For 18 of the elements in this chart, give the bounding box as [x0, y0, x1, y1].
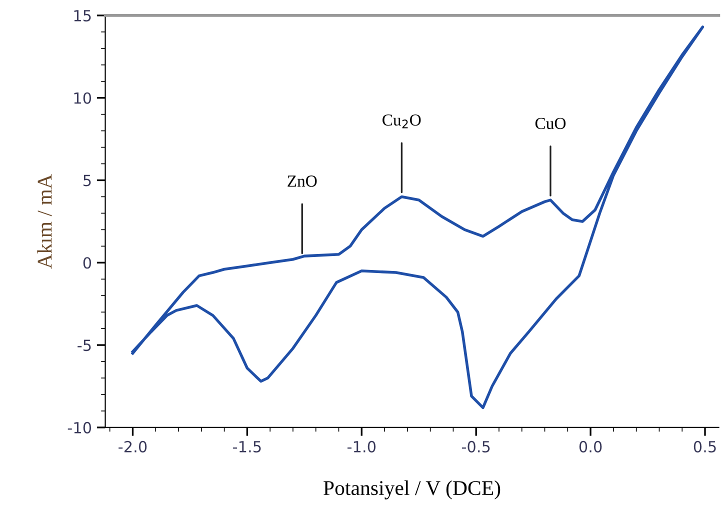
y-tick-label: 15 — [74, 10, 91, 22]
annotation: CuO — [535, 118, 566, 130]
x-tick-label: 0.0 — [579, 440, 602, 452]
annotation: ZnO — [288, 176, 317, 187]
line-series — [131, 26, 704, 410]
y-tick-label: 0 — [83, 257, 92, 269]
y-tick-label: -5 — [78, 340, 91, 352]
x-tick-label: 0.5 — [694, 440, 716, 452]
y-tick-label: 10 — [74, 92, 92, 104]
y-tick-label: 5 — [84, 174, 91, 186]
x-tick-label: -1.0 — [347, 440, 376, 452]
x-tick-label: -2.0 — [118, 440, 147, 452]
y-tick-label: -10 — [68, 422, 92, 434]
annotation: Cu$_{2}$O — [382, 114, 421, 128]
y-axis-title: Akım / mA — [37, 174, 52, 269]
x-tick-label: -1.5 — [233, 441, 261, 452]
x-axis-title: Potansiyel / V (DCE) — [324, 480, 500, 500]
x-tick-label: -0.5 — [462, 440, 490, 452]
